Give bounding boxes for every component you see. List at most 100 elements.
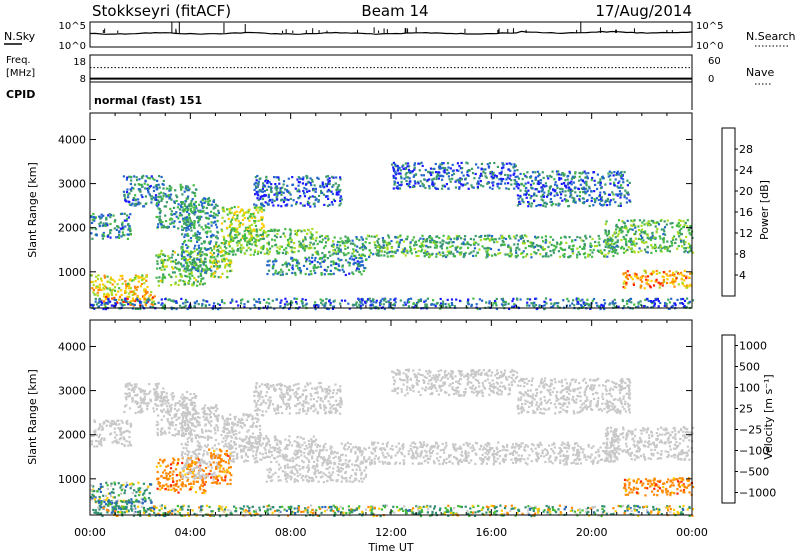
heatmap-cell bbox=[439, 175, 442, 178]
heatmap-cell bbox=[120, 484, 123, 487]
heatmap-cell bbox=[637, 251, 640, 254]
heatmap-cell bbox=[115, 423, 118, 426]
heatmap-cell bbox=[210, 269, 213, 272]
heatmap-cell bbox=[194, 234, 197, 237]
heatmap-cell bbox=[285, 247, 288, 250]
heatmap-cell bbox=[185, 275, 189, 278]
heatmap-cell bbox=[527, 201, 530, 204]
heatmap-cell bbox=[326, 178, 329, 181]
heatmap-cell bbox=[142, 400, 145, 403]
heatmap-cell bbox=[557, 302, 560, 305]
heatmap-cell bbox=[447, 166, 450, 169]
heatmap-cell bbox=[306, 267, 309, 270]
heatmap-cell bbox=[675, 224, 678, 228]
heatmap-cell bbox=[673, 274, 676, 278]
heatmap-cell bbox=[532, 182, 535, 185]
heatmap-cell bbox=[271, 245, 274, 248]
heatmap-cell bbox=[279, 189, 282, 192]
heatmap-cell bbox=[107, 492, 110, 495]
heatmap-cell bbox=[105, 424, 108, 427]
heatmap-cell bbox=[133, 291, 136, 294]
heatmap-cell bbox=[289, 229, 293, 232]
heatmap-cell bbox=[396, 240, 399, 243]
heatmap-cell bbox=[181, 248, 184, 251]
heatmap-cell bbox=[537, 244, 540, 248]
heatmap-cell bbox=[285, 300, 288, 303]
heatmap-cell bbox=[472, 186, 475, 189]
heatmap-cell bbox=[321, 260, 324, 263]
heatmap-cell bbox=[685, 277, 688, 280]
heatmap-cell bbox=[259, 238, 262, 241]
heatmap-cell bbox=[553, 194, 556, 197]
heatmap-cell bbox=[218, 264, 222, 267]
heatmap-cell bbox=[141, 274, 144, 277]
heatmap-cell bbox=[100, 300, 103, 303]
heatmap-cell bbox=[216, 237, 219, 240]
heatmap-cell bbox=[201, 304, 204, 307]
heatmap-cell bbox=[314, 239, 317, 242]
heatmap-cell bbox=[437, 174, 441, 177]
heatmap-cell bbox=[519, 235, 522, 238]
heatmap-cell bbox=[193, 247, 196, 250]
heatmap-cell bbox=[214, 258, 217, 261]
heatmap-cell bbox=[534, 171, 537, 174]
heatmap-cell bbox=[650, 236, 653, 239]
heatmap-cell bbox=[578, 175, 581, 178]
heatmap-cell bbox=[677, 232, 680, 235]
heatmap-cell bbox=[113, 440, 116, 443]
heatmap-cell bbox=[682, 302, 685, 305]
heatmap-cell bbox=[130, 204, 133, 207]
heatmap-cell bbox=[362, 269, 365, 273]
heatmap-cell bbox=[681, 282, 684, 286]
heatmap-cell bbox=[263, 252, 266, 255]
heatmap-cell bbox=[508, 162, 511, 165]
heatmap-cell bbox=[386, 248, 389, 251]
heatmap-cell bbox=[129, 301, 132, 305]
heatmap-cell bbox=[508, 255, 511, 258]
heatmap-cell bbox=[650, 300, 653, 303]
heatmap-cell bbox=[586, 302, 589, 305]
heatmap-cell bbox=[172, 267, 175, 270]
heatmap-cell bbox=[580, 239, 583, 242]
heatmap-cell bbox=[296, 190, 299, 193]
heatmap-cell bbox=[508, 177, 511, 180]
heatmap-cell bbox=[135, 491, 138, 494]
y-tick-label: 4000 bbox=[58, 133, 86, 146]
heatmap-cell bbox=[471, 186, 474, 189]
heatmap-cell bbox=[154, 194, 158, 197]
heatmap-cell bbox=[480, 168, 483, 171]
heatmap-cell bbox=[476, 307, 479, 311]
heatmap-cell bbox=[348, 239, 351, 242]
heatmap-cell bbox=[671, 304, 674, 307]
heatmap-cell bbox=[634, 275, 637, 278]
heatmap-cell bbox=[102, 300, 105, 303]
heatmap-cell bbox=[333, 248, 337, 251]
heatmap-cell bbox=[109, 236, 112, 239]
heatmap-cell bbox=[119, 430, 122, 433]
heatmap-cell bbox=[393, 251, 396, 254]
heatmap-cell bbox=[229, 220, 232, 223]
heatmap-cell bbox=[383, 307, 386, 311]
heatmap-cell bbox=[466, 241, 469, 244]
heatmap-cell bbox=[90, 498, 93, 501]
heatmap-cell bbox=[156, 262, 159, 265]
heatmap-cell bbox=[91, 497, 94, 500]
heatmap-cell bbox=[345, 253, 348, 256]
heatmap-cell bbox=[157, 256, 160, 259]
heatmap-cell bbox=[491, 254, 494, 257]
heatmap-cell bbox=[92, 212, 95, 216]
heatmap-cell bbox=[348, 262, 351, 265]
heatmap-cell bbox=[134, 204, 137, 207]
heatmap-cell bbox=[129, 182, 132, 186]
heatmap-cell bbox=[563, 255, 566, 258]
heatmap-cell bbox=[407, 162, 410, 165]
nave-tick-bottom: 0 bbox=[708, 74, 714, 85]
heatmap-cell bbox=[171, 271, 175, 274]
heatmap-cell bbox=[107, 420, 110, 423]
heatmap-cell bbox=[274, 269, 277, 272]
heatmap-cell bbox=[206, 217, 209, 220]
heatmap-cell bbox=[539, 182, 542, 185]
heatmap-cell bbox=[173, 261, 176, 264]
heatmap-cell bbox=[160, 258, 164, 261]
heatmap-cell bbox=[382, 241, 385, 244]
